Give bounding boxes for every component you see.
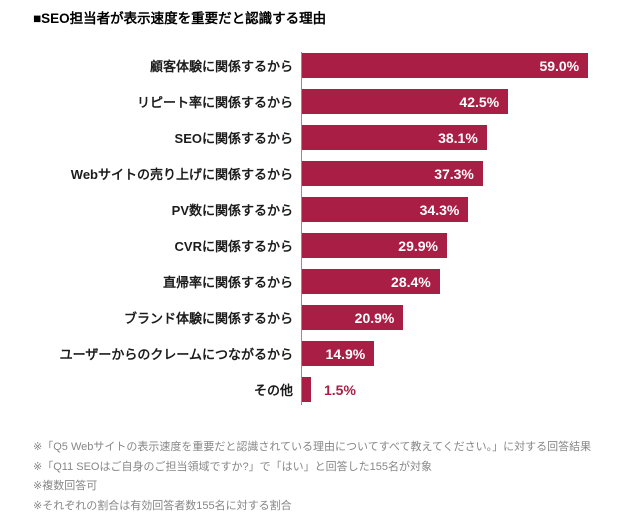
bar-zone: 42.5%: [302, 89, 640, 114]
bar-zone: 28.4%: [302, 269, 640, 294]
bar: 34.3%: [302, 197, 469, 222]
value-label: 14.9%: [325, 345, 366, 362]
value-label: 20.9%: [354, 309, 395, 326]
bar-row: 直帰率に関係するから 28.4%: [0, 269, 640, 294]
bar: 14.9%: [302, 341, 375, 366]
value-label: 34.3%: [419, 201, 460, 218]
bar-zone: 34.3%: [302, 197, 640, 222]
bar-row: PV数に関係するから 34.3%: [0, 197, 640, 222]
bar: 29.9%: [302, 233, 447, 258]
category-label: ユーザーからのクレームにつながるから: [59, 347, 293, 362]
category-label: PV数に関係するから: [171, 203, 293, 218]
bar-row: ブランド体験に関係するから 20.9%: [0, 305, 640, 330]
bar: 38.1%: [302, 125, 487, 150]
bar-zone: 14.9%: [302, 341, 640, 366]
bar: [302, 377, 311, 402]
bar-row: CVRに関係するから 29.9%: [0, 233, 640, 258]
category-label: SEOに関係するから: [174, 131, 293, 146]
category-label: その他: [253, 383, 293, 398]
value-label: 38.1%: [438, 129, 478, 146]
bar-zone: 29.9%: [302, 233, 640, 258]
category-label: 顧客体験に関係するから: [149, 59, 293, 74]
value-label: 42.5%: [459, 93, 500, 110]
bar-zone: 38.1%: [302, 125, 640, 150]
category-label: ブランド体験に関係するから: [123, 311, 293, 326]
value-label: 37.3%: [434, 165, 474, 182]
bar-row: SEOに関係するから 38.1%: [0, 125, 640, 150]
category-label: CVRに関係するから: [174, 239, 293, 254]
footnote: ※複数回答可: [33, 480, 98, 492]
bar-row: リピート率に関係するから 42.5%: [0, 89, 640, 114]
value-label: 59.0%: [539, 57, 580, 74]
bar: 20.9%: [302, 305, 404, 330]
bar-row: ユーザーからのクレームにつながるから 14.9%: [0, 341, 640, 366]
bar-zone: 1.5%: [302, 377, 640, 402]
bar-chart: 顧客体験に関係するから 59.0% リピート率に関係するから 42.5% SEOに関係す…: [0, 52, 640, 405]
footnote: ※それぞれの割合は有効回答者数155名に対する割合: [33, 499, 292, 512]
footnote: ※「Q5 Webサイトの表示速度を重要だと認識されている理由についてすべて教えて…: [33, 441, 592, 453]
bar: 28.4%: [302, 269, 440, 294]
bar-row: Webサイトの売り上げに関係するから 37.3%: [0, 161, 640, 186]
bar-zone: 59.0%: [302, 53, 640, 78]
value-label: 29.9%: [398, 237, 438, 254]
bar-rows: 顧客体験に関係するから 59.0% リピート率に関係するから 42.5% SEOに関係す…: [0, 53, 640, 402]
footnotes: ※「Q5 Webサイトの表示速度を重要だと認識されている理由についてすべて教えて…: [33, 438, 591, 516]
value-label: 28.4%: [391, 273, 431, 290]
chart-title: ■SEO担当者が表示速度を重要だと認識する理由: [33, 11, 327, 26]
category-label: 直帰率に関係するから: [162, 275, 293, 290]
category-label: リピート率に関係するから: [136, 95, 293, 110]
bar-zone: 37.3%: [302, 161, 640, 186]
bar-row: 顧客体験に関係するから 59.0%: [0, 53, 640, 78]
bar: 42.5%: [302, 89, 509, 114]
value-label: 1.5%: [324, 381, 356, 398]
bar-row: その他 1.5%: [0, 377, 640, 402]
bar: 37.3%: [302, 161, 483, 186]
bar-zone: 20.9%: [302, 305, 640, 330]
category-label: Webサイトの売り上げに関係するから: [70, 167, 293, 182]
y-axis-line: [301, 52, 302, 405]
bar: 59.0%: [302, 53, 589, 78]
footnote: ※「Q11 SEOはご自身のご担当領域ですか?」で「はい」と回答した155名が対…: [33, 460, 432, 473]
